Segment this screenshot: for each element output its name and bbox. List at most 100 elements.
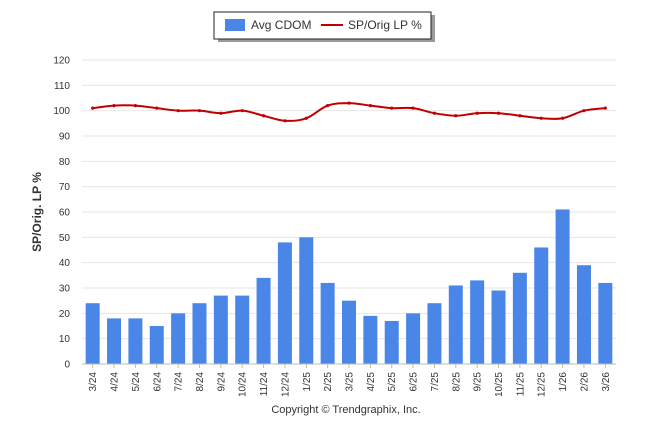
point-sp-orig-lp [283, 119, 287, 123]
bar-avg-cdom [534, 247, 549, 364]
x-tick-label: 4/24 [110, 372, 121, 392]
x-tick-label: 4/25 [366, 372, 377, 392]
legend-label-sp-orig-lp: SP/Orig LP % [348, 18, 422, 32]
x-tick-label: 9/25 [473, 372, 484, 392]
point-sp-orig-lp [155, 106, 159, 110]
point-sp-orig-lp [411, 106, 415, 110]
x-tick-label: 12/25 [537, 372, 548, 397]
y-tick-label: 90 [59, 132, 71, 143]
y-tick-label: 120 [53, 56, 70, 67]
point-sp-orig-lp [240, 109, 244, 113]
x-tick-label: 12/24 [280, 372, 291, 397]
point-sp-orig-lp [518, 114, 522, 118]
bar-avg-cdom [213, 295, 228, 364]
y-tick-label: 100 [53, 106, 70, 117]
x-tick-label: 3/25 [345, 372, 356, 392]
copyright-credit: Copyright © Trendgraphix, Inc. [271, 404, 420, 416]
bar-avg-cdom [299, 237, 314, 364]
x-tick-label: 5/25 [387, 372, 398, 392]
point-sp-orig-lp [326, 104, 330, 108]
bar-avg-cdom [406, 313, 421, 364]
point-sp-orig-lp [368, 104, 372, 108]
legend: Avg CDOM SP/Orig LP % [213, 11, 435, 42]
x-tick-label: 1/25 [302, 372, 313, 392]
bar-avg-cdom [342, 300, 356, 364]
point-sp-orig-lp [454, 114, 458, 118]
y-tick-label: 70 [59, 182, 71, 193]
line-sp-orig-lp [92, 102, 606, 122]
x-tick-label: 11/24 [259, 372, 270, 397]
x-axis-ticks: 3/24 4/24 5/24 6/24 7/24 8/24 9/24 10/24 11/24 12… [88, 364, 612, 397]
bar-avg-cdom [320, 282, 335, 364]
bar-avg-cdom [149, 326, 164, 364]
point-sp-orig-lp [176, 109, 180, 113]
x-tick-label: 11/25 [515, 372, 526, 397]
point-sp-orig-lp [561, 116, 565, 120]
bar-series [85, 209, 613, 364]
y-tick-label: 80 [59, 157, 71, 168]
y-axis-ticks: 0 10 20 30 40 50 60 70 80 90 100 110 120 [53, 56, 70, 371]
bar-avg-cdom [512, 272, 527, 364]
bar-avg-cdom [363, 315, 378, 364]
x-tick-label: 8/25 [451, 372, 462, 392]
y-tick-label: 30 [59, 284, 71, 295]
x-tick-label: 10/25 [494, 372, 505, 397]
bar-avg-cdom [235, 295, 250, 364]
bar-avg-cdom [555, 209, 570, 364]
point-sp-orig-lp [582, 109, 586, 113]
legend-swatch-avg-cdom [225, 19, 245, 31]
point-sp-orig-lp [91, 106, 95, 110]
point-sp-orig-lp [219, 111, 223, 115]
point-sp-orig-lp [496, 111, 501, 115]
bar-avg-cdom [107, 318, 122, 364]
x-tick-label: 3/26 [601, 372, 612, 392]
legend-label-avg-cdom: Avg CDOM [251, 18, 311, 32]
bar-avg-cdom [85, 303, 100, 364]
x-tick-label: 2/25 [323, 372, 334, 392]
y-tick-label: 60 [59, 208, 71, 219]
point-sp-orig-lp [432, 111, 437, 115]
x-tick-label: 7/25 [430, 372, 441, 392]
bar-avg-cdom [171, 313, 186, 364]
x-tick-label: 8/24 [195, 372, 206, 392]
x-tick-label: 7/24 [174, 372, 185, 392]
x-tick-label: 6/25 [409, 372, 420, 392]
bar-avg-cdom [491, 290, 506, 364]
point-sp-orig-lp [347, 101, 351, 105]
point-sp-orig-lp [133, 104, 137, 108]
y-tick-label: 0 [64, 360, 70, 371]
bar-avg-cdom [598, 282, 613, 364]
x-tick-label: 3/24 [88, 372, 99, 392]
x-tick-label: 1/26 [558, 372, 569, 392]
point-sp-orig-lp [304, 116, 308, 120]
point-sp-orig-lp [475, 111, 479, 115]
point-sp-orig-lp [197, 109, 202, 113]
x-tick-label: 5/24 [131, 372, 142, 392]
bar-avg-cdom [470, 280, 485, 364]
y-tick-label: 50 [59, 233, 71, 244]
point-sp-orig-lp [539, 116, 543, 120]
point-sp-orig-lp [261, 114, 266, 118]
bar-avg-cdom [384, 320, 399, 364]
line-series [91, 101, 607, 123]
point-sp-orig-lp [390, 106, 394, 110]
y-tick-label: 40 [59, 258, 71, 269]
bar-avg-cdom [576, 265, 591, 364]
x-tick-label: 10/24 [238, 372, 249, 397]
point-sp-orig-lp [603, 106, 607, 110]
bar-avg-cdom [277, 242, 292, 364]
y-axis-title: SP/Orig. LP % [30, 172, 44, 252]
y-tick-label: 110 [54, 81, 70, 92]
bar-avg-cdom [256, 277, 271, 364]
bar-avg-cdom [128, 318, 143, 364]
x-tick-label: 9/24 [216, 372, 227, 392]
y-tick-label: 10 [59, 334, 71, 345]
bar-avg-cdom [427, 303, 442, 364]
y-tick-label: 20 [59, 309, 71, 320]
bar-avg-cdom [192, 303, 207, 364]
x-tick-label: 2/26 [579, 372, 590, 392]
bar-avg-cdom [448, 285, 463, 364]
x-tick-label: 6/24 [152, 372, 163, 392]
